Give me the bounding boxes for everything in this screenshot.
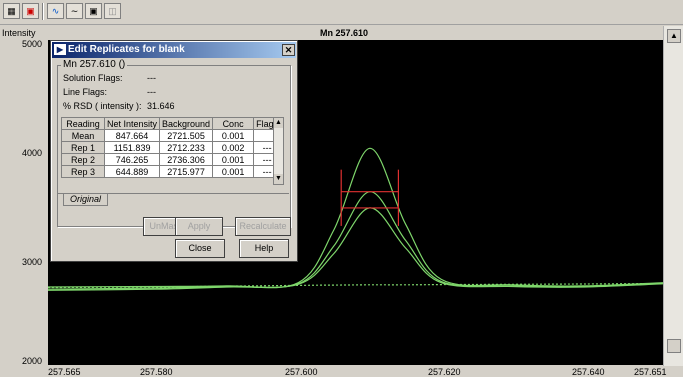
x-tick-label: 257.565 xyxy=(48,367,81,377)
solution-flags-label: Solution Flags: xyxy=(63,73,123,83)
background-cell: 2715.977 xyxy=(159,165,214,178)
table-header-row: Reading Net Intensity Background Conc Fl… xyxy=(61,117,282,130)
conc-cell: 0.001 xyxy=(212,153,255,166)
scroll-up-icon[interactable]: ▲ xyxy=(667,29,681,43)
toolbar-separator xyxy=(42,3,44,20)
toolbar: ▦ ▣ ∿ ∼ ▣ ◫ xyxy=(0,0,683,25)
y-tick-label: 2000 xyxy=(22,356,43,366)
y-axis xyxy=(0,40,48,376)
solution-flags-value: --- xyxy=(147,73,156,83)
dialog-title: Edit Replicates for blank xyxy=(68,44,185,55)
tab-strip xyxy=(57,193,289,194)
background-cell: 2712.233 xyxy=(159,141,214,154)
column-header-net-intensity[interactable]: Net Intensity xyxy=(103,117,161,130)
rsd-row: % RSD ( intensity ): 31.646 xyxy=(63,101,175,111)
app-icon: ▶ xyxy=(54,44,66,55)
plot-title: Mn 257.610 xyxy=(320,28,369,38)
x-tick-label: 257.620 xyxy=(428,367,461,377)
curve-icon[interactable]: ∼ xyxy=(66,3,83,19)
conc-cell: 0.001 xyxy=(212,165,255,178)
apply-button[interactable]: Apply xyxy=(175,217,223,236)
spectrum-chart[interactable] xyxy=(47,40,664,365)
spectrum-trace xyxy=(47,282,664,289)
scroll-down-icon[interactable]: ▼ xyxy=(274,174,283,184)
row-label: Rep 1 xyxy=(61,141,105,154)
x-tick-label: 257.580 xyxy=(140,367,173,377)
net-intensity-cell: 644.889 xyxy=(103,165,161,178)
line-flags-row: Line Flags: --- xyxy=(63,87,156,97)
conc-cell: 0.002 xyxy=(212,141,255,154)
row-label: Rep 3 xyxy=(61,165,105,178)
rsd-label: % RSD ( intensity ): xyxy=(63,101,142,111)
row-label: Mean xyxy=(61,129,105,142)
table-scrollbar[interactable]: ▲ ▼ xyxy=(273,117,284,185)
background-cell: 2736.306 xyxy=(159,153,214,166)
x-tick-label: 257.651 xyxy=(634,367,667,377)
line-flags-value: --- xyxy=(147,87,156,97)
column-header-conc[interactable]: Conc xyxy=(212,117,255,130)
y-axis-title: Intensity xyxy=(2,28,36,38)
grid-icon[interactable]: ▦ xyxy=(3,3,20,19)
scroll-up-icon[interactable]: ▲ xyxy=(274,118,283,128)
background-cell: 2721.505 xyxy=(159,129,214,142)
dialog-titlebar[interactable]: ▶ Edit Replicates for blank ✕ xyxy=(52,42,296,58)
x-tick-label: 257.640 xyxy=(572,367,605,377)
y-tick-label: 3000 xyxy=(22,257,43,267)
replicates-table: Reading Net Intensity Background Conc Fl… xyxy=(61,117,282,178)
table-row[interactable]: Rep 1 1151.839 2712.233 0.002 --- xyxy=(61,141,282,154)
y-tick-label: 5000 xyxy=(22,39,43,49)
table-row[interactable]: Rep 3 644.889 2715.977 0.001 --- xyxy=(61,165,282,178)
column-header-reading[interactable]: Reading xyxy=(61,117,105,130)
row-label: Rep 2 xyxy=(61,153,105,166)
plot-header xyxy=(0,25,683,39)
solution-flags-row: Solution Flags: --- xyxy=(63,73,156,83)
close-button[interactable]: Close xyxy=(175,239,225,258)
chart-icon[interactable]: ▣ xyxy=(22,3,39,19)
copy-icon[interactable]: ◫ xyxy=(104,3,121,19)
window-icon[interactable]: ▣ xyxy=(85,3,102,19)
tab-original[interactable]: Original xyxy=(63,194,109,206)
rsd-value: 31.646 xyxy=(147,101,175,111)
net-intensity-cell: 746.265 xyxy=(103,153,161,166)
close-icon[interactable]: ✕ xyxy=(282,44,295,56)
x-tick-label: 257.600 xyxy=(285,367,318,377)
net-intensity-cell: 847.664 xyxy=(103,129,161,142)
line-flags-label: Line Flags: xyxy=(63,87,108,97)
table-row[interactable]: Mean 847.664 2721.505 0.001 xyxy=(61,129,282,142)
help-button[interactable]: Help xyxy=(239,239,289,258)
recalculate-button[interactable]: Recalculate xyxy=(235,217,291,236)
table-row[interactable]: Rep 2 746.265 2736.306 0.001 --- xyxy=(61,153,282,166)
conc-cell: 0.001 xyxy=(212,129,255,142)
edit-replicates-dialog: ▶ Edit Replicates for blank ✕ Mn 257.610… xyxy=(50,40,298,262)
line-icon[interactable]: ∿ xyxy=(47,3,64,19)
column-header-background[interactable]: Background xyxy=(159,117,214,130)
vertical-scrollbar[interactable]: ▲ xyxy=(663,26,683,366)
scroll-thumb[interactable] xyxy=(667,339,681,353)
group-label: Mn 257.610 () xyxy=(61,59,128,70)
x-axis xyxy=(48,365,683,376)
net-intensity-cell: 1151.839 xyxy=(103,141,161,154)
y-tick-label: 4000 xyxy=(22,148,43,158)
